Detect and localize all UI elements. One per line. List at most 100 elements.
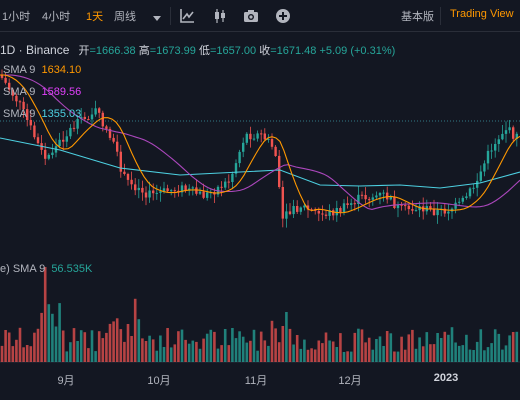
x-axis-label-2023: 2023 [433,372,459,384]
volume-bar [83,332,87,362]
volume-bar [407,334,411,362]
volume-bar [274,328,277,362]
volume-bar [303,339,306,362]
sma-legend-1[interactable]: SMA 9 1634.10 [3,64,82,76]
candle-body [22,101,25,110]
x-axis-label-sep: 9月 [57,375,75,387]
plus-circle-icon[interactable] [275,8,291,29]
volume-bar [123,341,126,362]
volume-bar [400,336,403,362]
candle-body [152,190,155,194]
candle-body [393,196,396,208]
candle-body [332,210,335,216]
volume-bar [349,351,353,362]
symbol-label[interactable]: 1D · Binance [0,43,70,57]
candle-body [249,133,252,140]
candle-body [382,192,385,194]
volume-bar [486,347,490,362]
volume-bar [385,331,389,362]
candle-body [245,133,248,143]
candle-body [47,154,50,159]
volume-bar [454,342,457,362]
volume-bar [101,338,105,362]
sma-legend-3[interactable]: SMA 9 1355.03 [3,108,82,120]
candle-body [33,125,36,138]
candle-body [263,133,266,140]
volume-bar [22,347,25,362]
camera-icon[interactable] [243,8,259,29]
volume-bar [306,349,310,362]
volume-bar [223,329,227,362]
candle-body [350,203,353,205]
volume-bar [285,312,288,362]
volume-bar [94,351,97,362]
volume-bar [360,329,364,362]
candle-body [429,206,432,209]
interval-4h-button[interactable]: 4小时 [42,11,71,23]
top-toolbar: 1小时 4小时 1天 周线 基本版 Trading View [0,0,520,32]
chevron-down-icon[interactable] [152,10,162,28]
volume-bar [295,335,299,362]
volume-bar [173,344,177,362]
candle-body [166,188,169,192]
sma-legend-2[interactable]: SMA 9 1589.56 [3,86,82,98]
candle-body [191,187,194,189]
volume-bar [151,339,155,362]
candle-body [98,108,101,113]
candlestick-icon[interactable] [212,8,228,29]
volume-bar [389,333,393,362]
interval-1h-button[interactable]: 1小时 [2,11,31,23]
volume-bar [313,349,317,362]
interval-1d-button[interactable]: 1天 [86,11,104,23]
volume-bar [396,351,400,362]
candle-body [162,188,166,192]
x-axis-label-oct: 10月 [147,375,171,387]
volume-bar [277,342,281,362]
candle-body [504,130,508,134]
candle-body [238,151,241,164]
volume-bar [162,347,166,362]
volume-legend[interactable]: e) SMA 9 56.535K [0,263,93,275]
candle-body [8,82,11,90]
indicator-chart-icon[interactable] [179,8,195,29]
candle-body [310,209,313,211]
volume-bar [475,341,479,362]
candle-body [335,208,338,216]
volume-bar [54,326,58,362]
volume-bar [432,344,436,362]
volume-bar [141,338,144,362]
candle-body [180,185,184,193]
basic-version-button[interactable]: 基本版 [401,11,434,23]
volume-bar [490,343,493,362]
volume-bar [515,331,519,362]
candle-body [141,187,144,193]
volume-bar [331,341,335,362]
volume-bar [15,339,18,362]
candle-body [130,179,133,185]
sma-1-value: 1634.10 [41,64,82,76]
volume-bar [209,329,213,362]
candle-body [364,195,367,200]
candle-body [202,191,205,198]
tradingview-button[interactable]: Trading View [450,8,514,20]
candle-body [501,133,504,140]
candle-body [51,152,54,155]
candle-body [274,146,277,156]
candle-body [375,195,378,198]
candle-body [317,210,320,214]
volume-bar [339,333,342,362]
candle-body [486,150,490,164]
sma-3-value: 1355.03 [41,108,82,120]
volume-bar [461,345,465,362]
volume-bar [79,330,83,362]
candle-body [234,163,238,174]
volume-bar [195,341,198,362]
interval-week-button[interactable]: 周线 [114,11,136,23]
volume-bar [436,333,439,362]
volume-bar [508,335,511,362]
candle-body [494,144,497,151]
candle-body [206,192,209,198]
candle-body [404,205,407,207]
candle-body [342,203,346,213]
